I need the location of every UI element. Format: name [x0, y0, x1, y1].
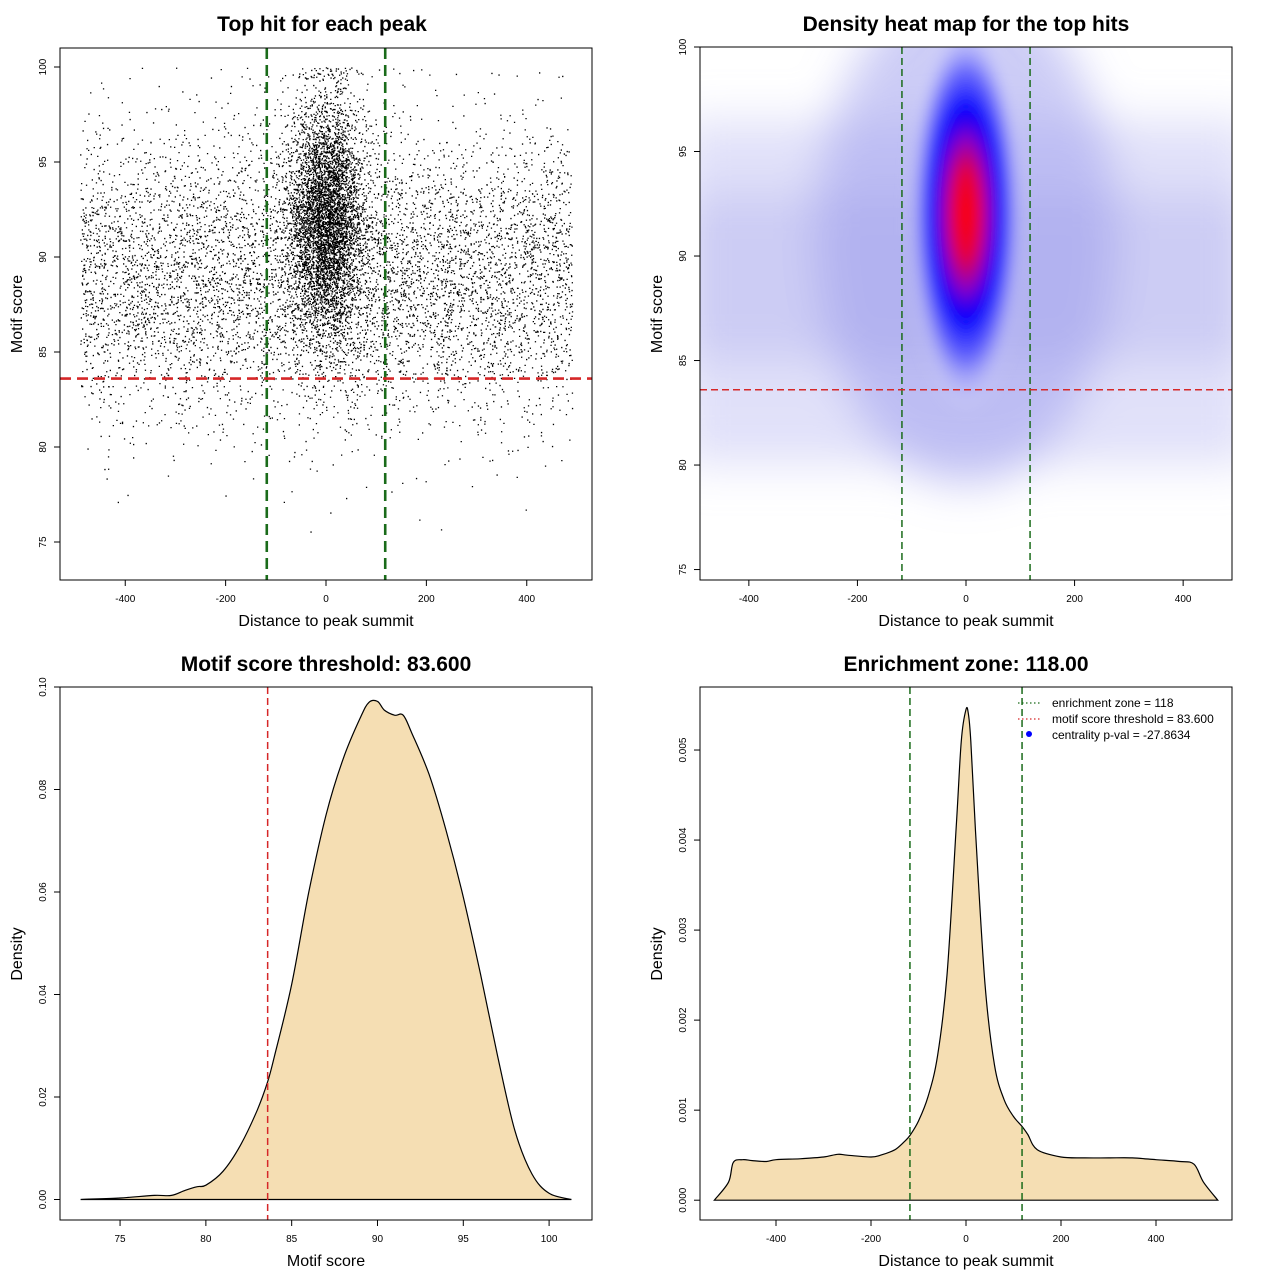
heatmap-peak: [906, 47, 1026, 415]
distance-xtick-label: 400: [1148, 1234, 1165, 1245]
heatmap-reference-lines: [700, 47, 1232, 580]
heatmap-density: [700, 47, 1232, 580]
score-ytick-label: 0.10: [38, 677, 49, 697]
scatter-ytick-label: 85: [38, 346, 49, 358]
scatter-ytick-label: 80: [38, 441, 49, 453]
heatmap-ytick-label: 80: [678, 459, 689, 471]
legend-pval-key: [1026, 731, 1032, 737]
heatmap-ytick-label: 75: [678, 564, 689, 576]
score-xtick-label: 90: [372, 1234, 384, 1245]
distance-ytick-label: 0.004: [678, 827, 689, 852]
panel-distance-density: Enrichment zone: 118.00 -400 -200 0 200 400 0…: [649, 653, 1233, 1270]
heatmap-xtick-label: -400: [739, 594, 759, 605]
scatter-point-cloud: [80, 67, 574, 533]
distance-ytick-label: 0.005: [678, 737, 689, 762]
score-xtick-label: 95: [458, 1234, 470, 1245]
heatmap-axes: -400 -200 0 200 400 75 80 85 90 95 100: [678, 38, 1192, 605]
score-xtick-label: 80: [200, 1234, 212, 1245]
scatter-ytick-label: 75: [38, 536, 49, 548]
distance-ytick-label: 0.002: [678, 1007, 689, 1032]
panel-score-density: Motif score threshold: 83.600 75 80 85 90 95…: [9, 653, 593, 1270]
score-ytick-label: 0.06: [38, 882, 49, 902]
scatter-title: Top hit for each peak: [217, 13, 427, 36]
distance-axes: -400 -200 0 200 400 0.000 0.001 0.002 0.003 0.004…: [678, 737, 1165, 1245]
score-xtick-label: 100: [541, 1234, 558, 1245]
distance-reference-lines: [909, 687, 1023, 1220]
distance-ytick-label: 0.000: [678, 1187, 689, 1212]
distance-xtick-label: 0: [963, 1234, 969, 1245]
heatmap-title: Density heat map for the top hits: [803, 13, 1130, 36]
score-xlabel: Motif score: [287, 1253, 365, 1270]
scatter-ylabel: Motif score: [9, 275, 26, 353]
score-xtick-label: 75: [115, 1234, 127, 1245]
scatter-xtick-label: 0: [323, 594, 329, 605]
heatmap-xtick-label: -200: [847, 594, 867, 605]
score-xtick-label: 85: [286, 1234, 298, 1245]
scatter-xtick-label: 400: [518, 594, 535, 605]
heatmap-ylabel: Motif score: [649, 275, 666, 353]
heatmap-xtick-label: 200: [1066, 594, 1083, 605]
distance-density-title: Enrichment zone: 118.00: [843, 653, 1088, 676]
scatter-reference-lines: [60, 48, 592, 580]
score-ytick-label: 0.08: [38, 779, 49, 799]
heatmap-ytick-label: 90: [678, 250, 689, 262]
scatter-ytick-label: 90: [38, 251, 49, 263]
distance-ytick-label: 0.003: [678, 917, 689, 942]
score-ytick-label: 0.04: [38, 984, 49, 1004]
scatter-ytick-label: 95: [38, 156, 49, 168]
legend-enrichment-label: enrichment zone = 118: [1052, 696, 1174, 710]
distance-xtick-label: -200: [861, 1234, 881, 1245]
heatmap-xtick-label: 400: [1175, 594, 1192, 605]
score-ylabel: Density: [9, 927, 26, 980]
distance-xlabel: Distance to peak summit: [878, 1253, 1054, 1270]
distance-xtick-label: 200: [1053, 1234, 1070, 1245]
scatter-xtick-label: -200: [216, 594, 236, 605]
heatmap-ytick-label: 95: [678, 146, 689, 158]
panel-scatter: Top hit for each peak -400 -200 0 200 400 75 8…: [9, 13, 593, 630]
scatter-xlabel: Distance to peak summit: [238, 613, 414, 630]
heatmap-xlabel: Distance to peak summit: [878, 613, 1054, 630]
legend-threshold-label: motif score threshold = 83.600: [1052, 712, 1214, 726]
scatter-points: [80, 67, 574, 533]
distance-density-area: [713, 706, 1220, 1201]
scatter-xtick-label: -400: [115, 594, 135, 605]
score-plot-frame: [59, 686, 593, 1221]
heatmap-xtick-label: 0: [963, 594, 969, 605]
distance-xtick-label: -400: [766, 1234, 786, 1245]
heatmap-ytick-label: 85: [678, 355, 689, 367]
scatter-xtick-label: 200: [418, 594, 435, 605]
distance-ylabel: Density: [649, 927, 666, 980]
distance-legend: enrichment zone = 118 motif score thresh…: [1018, 696, 1214, 742]
distance-ytick-label: 0.001: [678, 1097, 689, 1122]
score-density-title: Motif score threshold: 83.600: [181, 653, 472, 676]
score-ytick-label: 0.02: [38, 1087, 49, 1107]
heatmap-ytick-label: 100: [678, 38, 689, 55]
panel-heatmap: Density heat map for the top hits -400 -2…: [649, 13, 1233, 630]
score-ytick-label: 0.00: [38, 1189, 49, 1209]
score-density-area: [80, 699, 572, 1201]
scatter-axes: -400 -200 0 200 400 75 80 85 90 95 100: [38, 58, 536, 605]
scatter-ytick-label: 100: [38, 58, 49, 75]
legend-pval-label: centrality p-val = -27.8634: [1052, 728, 1191, 742]
score-axes: 75 80 85 90 95 100 0.00 0.02 0.04 0.06 0.08 0.10: [38, 677, 558, 1245]
